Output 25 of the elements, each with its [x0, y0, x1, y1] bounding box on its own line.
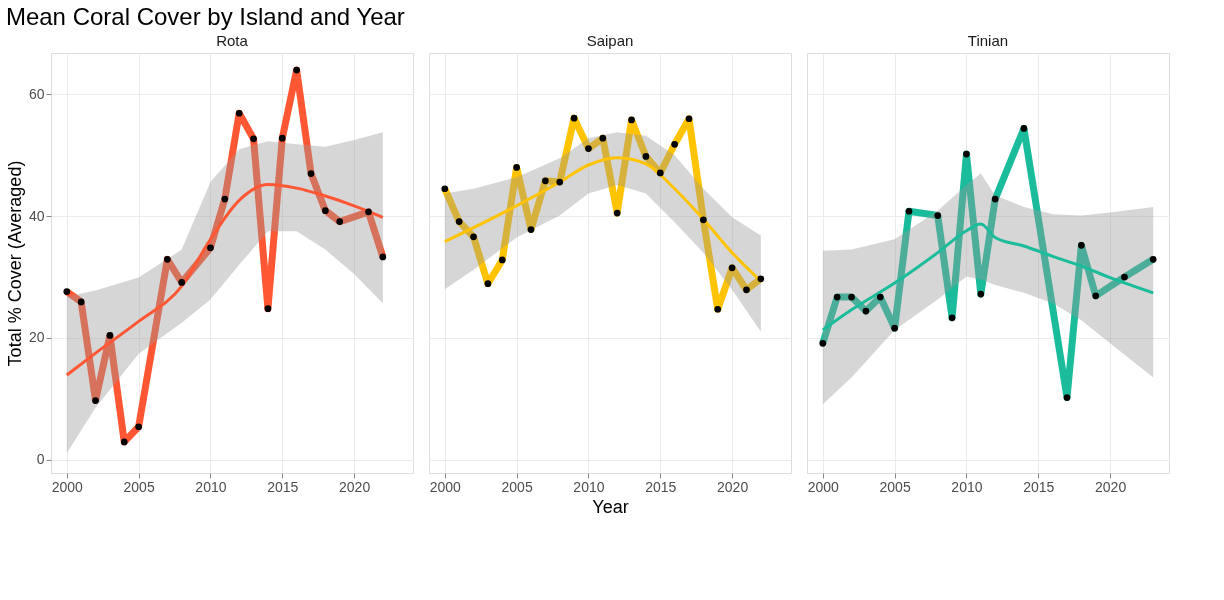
x-tick-label: 2005	[501, 478, 533, 495]
chart-subtitle: Saipan	[586, 32, 634, 49]
x-tick-label: 2010	[195, 478, 227, 495]
x-tick-label: 2020	[1095, 478, 1127, 495]
y-tick-label: 0	[36, 451, 45, 468]
y-tick-label: 20	[28, 329, 45, 346]
x-tick-label: 2000	[51, 478, 84, 495]
y-tick-label: 60	[28, 85, 45, 102]
x-axis-title: Year	[592, 496, 629, 517]
x-tick-label: 2000	[429, 478, 462, 495]
x-tick-label: 2015	[1023, 478, 1055, 495]
y-axis-title: Total % Cover (Averaged)	[4, 160, 25, 367]
x-tick-label: 2010	[573, 478, 605, 495]
y-tick-label: 40	[28, 207, 45, 224]
x-tick-label: 2005	[123, 478, 155, 495]
x-tick-label: 2010	[951, 478, 983, 495]
x-tick-label: 2015	[645, 478, 677, 495]
x-tick-label: 2000	[807, 478, 840, 495]
chart-subtitle: Tinian	[967, 32, 1009, 49]
x-tick-label: 2015	[267, 478, 299, 495]
x-tick-label: 2020	[339, 478, 371, 495]
chart-title: Mean Coral Cover by Island and Year	[5, 2, 405, 30]
x-tick-label: 2020	[717, 478, 749, 495]
chart-subtitle: Rota	[216, 32, 249, 49]
x-tick-label: 2005	[879, 478, 911, 495]
